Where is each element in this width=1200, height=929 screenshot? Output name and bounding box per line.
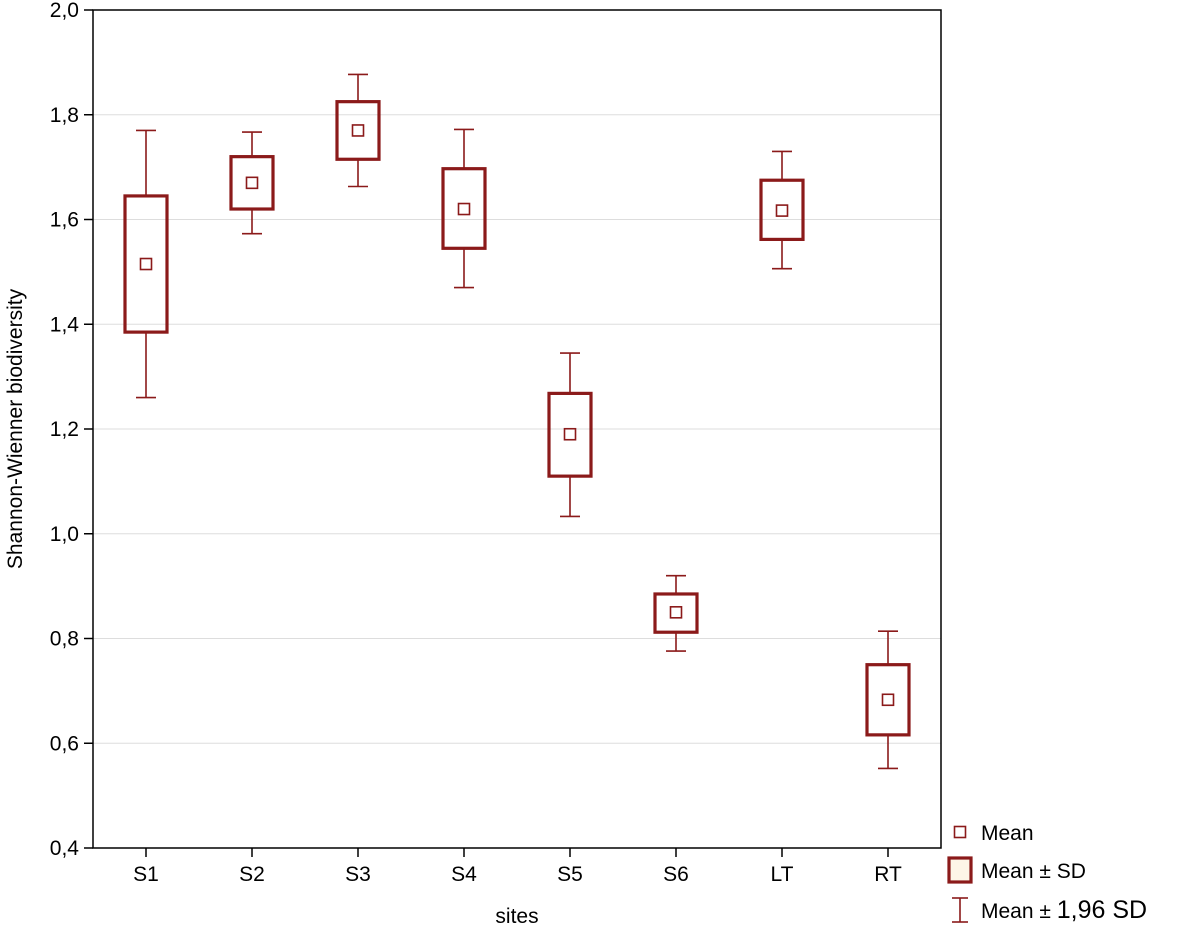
- category-group-s1: [123, 129, 169, 399]
- legend: Mean Mean ± SD Mean ± 1,96 SD: [947, 822, 1147, 924]
- category-group-rt: [865, 630, 911, 770]
- y-tick-label: 1,6: [50, 209, 79, 232]
- y-tick-label: 1,0: [50, 523, 79, 546]
- mean-marker: [563, 427, 577, 441]
- sd-box: [865, 663, 911, 737]
- y-tick-label: 1,2: [50, 418, 79, 441]
- category-group-s5: [547, 352, 593, 518]
- sd-box: [653, 592, 699, 634]
- y-axis-title: Shannon-Wienner biodiversity: [4, 288, 27, 569]
- category-group-lt: [759, 150, 805, 270]
- plot-marks: [123, 73, 911, 770]
- mean-marker: [669, 606, 683, 619]
- y-tick-label: 0,6: [50, 732, 79, 755]
- mean-marker: [881, 693, 895, 707]
- mean-marker: [351, 124, 365, 137]
- y-tick-label: 2,0: [50, 0, 79, 22]
- legend-label: Mean: [981, 822, 1034, 845]
- legend-mean-marker: [953, 825, 967, 839]
- y-tick-label: 1,8: [50, 104, 79, 127]
- x-tick-label: S3: [345, 863, 371, 886]
- mean-marker: [457, 202, 471, 216]
- x-tick-label: RT: [874, 863, 902, 886]
- x-axis-title: sites: [495, 905, 538, 928]
- legend-sd-box: [947, 856, 973, 884]
- sd-box: [123, 194, 169, 334]
- y-tick-label: 0,8: [50, 628, 79, 651]
- x-tick-label: S2: [239, 863, 265, 886]
- category-group-s6: [653, 574, 699, 652]
- category-group-s2: [229, 131, 275, 235]
- legend-item-whisker: Mean ± 1,96 SD: [952, 896, 1147, 924]
- x-tick-label: LT: [771, 863, 794, 886]
- gridlines: [93, 114, 941, 744]
- sd-box: [335, 100, 381, 161]
- x-tick-label: S1: [133, 863, 159, 886]
- x-tick-label: S6: [663, 863, 689, 886]
- legend-label: Mean ± SD: [981, 860, 1086, 883]
- legend-label: Mean ± 1,96 SD: [981, 896, 1147, 924]
- y-tick-label: 0,4: [50, 837, 80, 860]
- mean-marker: [245, 176, 259, 190]
- category-group-s3: [335, 73, 381, 188]
- axes: 0,4 0,6 0,8 1,0 1,2 1,4 1,6 1,8 2,0 S1 S2 S3 S4 S5 S6 L…: [50, 0, 902, 886]
- x-tick-label: S5: [557, 863, 583, 886]
- sd-box: [229, 155, 275, 211]
- category-group-s4: [441, 128, 487, 289]
- mean-marker: [139, 257, 153, 271]
- mean-marker: [775, 204, 789, 217]
- legend-item-mean-marker: Mean: [953, 822, 1034, 845]
- x-tick-label: S4: [451, 863, 477, 886]
- y-tick-label: 1,4: [50, 313, 80, 336]
- legend-item-sd-box: Mean ± SD: [947, 856, 1086, 884]
- sd-box: [759, 178, 805, 242]
- sd-box: [441, 167, 487, 250]
- sd-box: [547, 391, 593, 478]
